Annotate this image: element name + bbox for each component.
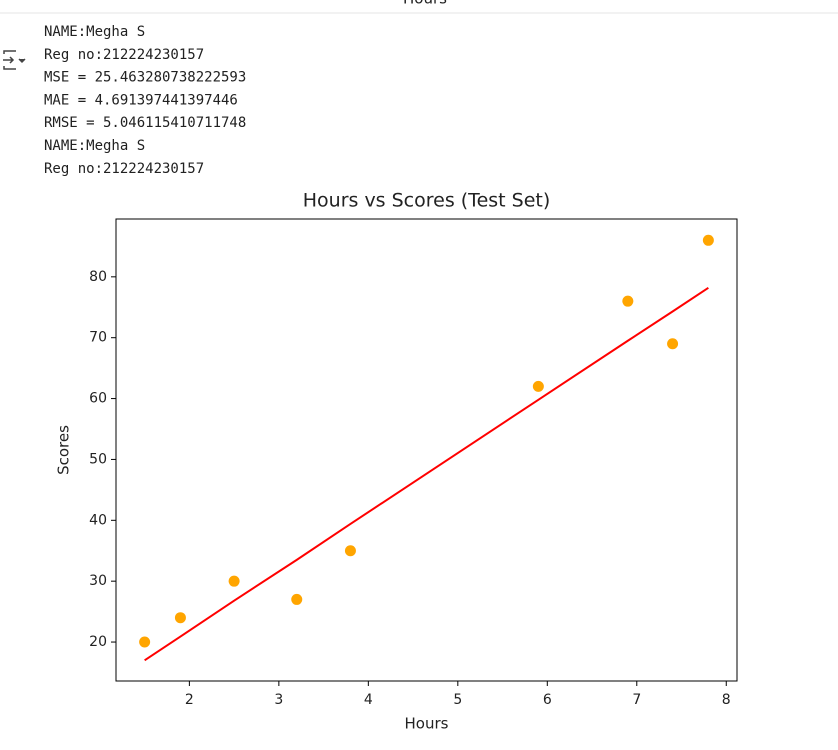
- y-tick-label: 80: [89, 269, 107, 285]
- regression-line: [144, 286, 709, 662]
- x-tick-label: 6: [543, 692, 552, 708]
- x-tick-label: 3: [274, 692, 283, 708]
- y-tick-label: 50: [89, 451, 107, 467]
- output-line: NAME:Megha S: [44, 24, 145, 40]
- data-point: [344, 545, 356, 557]
- y-tick-label: 60: [89, 391, 107, 407]
- data-point: [532, 380, 544, 392]
- output-line: MAE = 4.691397441397446: [44, 92, 238, 108]
- x-tick-label: 5: [453, 692, 462, 708]
- x-tick-label: 4: [364, 692, 373, 708]
- y-tick-label: 70: [89, 330, 107, 346]
- output-line: Reg no:212224230157: [44, 161, 204, 177]
- output-line: MSE = 25.463280738222593: [44, 70, 246, 86]
- chart-title: Hours vs Scores (Test Set): [303, 190, 551, 212]
- plot-frame: [115, 218, 738, 682]
- data-point: [622, 295, 634, 307]
- cut-off-label: Hours: [403, 0, 447, 8]
- data-point: [291, 593, 303, 605]
- x-tick-label: 8: [722, 692, 731, 708]
- y-tick-label: 20: [89, 634, 107, 650]
- y-tick-label: 40: [89, 512, 107, 528]
- data-point: [702, 234, 714, 246]
- y-tick-label: 30: [89, 573, 107, 589]
- data-point: [667, 338, 679, 350]
- data-point: [174, 612, 186, 624]
- data-point: [228, 575, 240, 587]
- data-point: [139, 636, 151, 648]
- output-line: NAME:Megha S: [44, 138, 145, 154]
- output-line: RMSE = 5.046115410711748: [44, 115, 246, 131]
- output-icon[interactable]: [3, 50, 26, 70]
- output-line: Reg no:212224230157: [44, 47, 204, 63]
- x-axis-label: Hours: [405, 715, 449, 733]
- x-tick-label: 7: [632, 692, 641, 708]
- x-tick-label: 2: [185, 692, 194, 708]
- y-axis-label: Scores: [55, 425, 73, 475]
